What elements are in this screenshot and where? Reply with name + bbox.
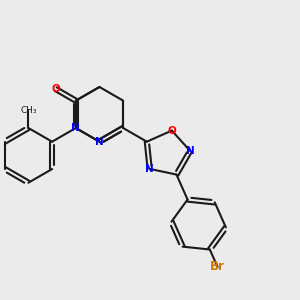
Text: Br: Br	[210, 260, 225, 274]
Text: N: N	[71, 123, 80, 133]
Text: O: O	[51, 84, 60, 94]
Text: N: N	[186, 146, 194, 156]
Text: N: N	[145, 164, 154, 174]
Text: N: N	[95, 137, 104, 147]
Text: CH₃: CH₃	[20, 106, 37, 115]
Text: O: O	[167, 126, 176, 136]
